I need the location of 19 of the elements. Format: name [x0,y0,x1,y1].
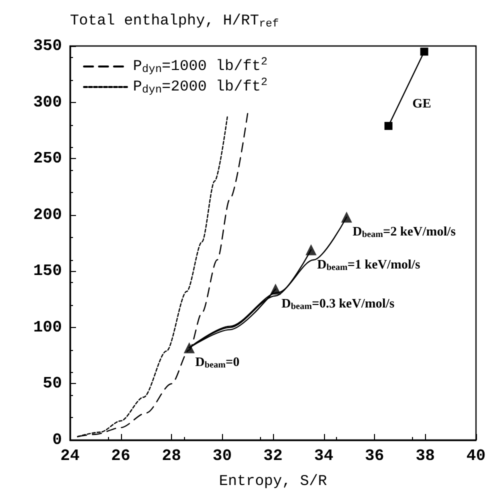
y-tick-label: 250 [33,150,62,168]
x-tick-label: 24 [60,447,80,465]
x-tick-label: 30 [212,447,232,465]
x-tick-label: 26 [111,447,130,465]
y-tick-label: 350 [33,37,62,55]
x-tick-label: 28 [162,447,182,465]
x-tick-label: 40 [466,447,486,465]
x-tick-label: 34 [314,447,334,465]
x-axis-title: Entropy, S/R [218,473,328,490]
x-tick-label: 38 [416,447,435,465]
y-tick-label: 0 [52,431,62,449]
y-tick-label: 50 [42,374,62,393]
x-tick-label: 36 [364,447,384,465]
x-tick-label: 32 [263,447,283,465]
y-tick-label: 150 [33,262,62,280]
y-tick-label: 100 [33,318,62,336]
y-tick-label: 200 [33,206,62,224]
y-tick-label: 300 [33,93,62,112]
annotation: GE [412,95,432,110]
